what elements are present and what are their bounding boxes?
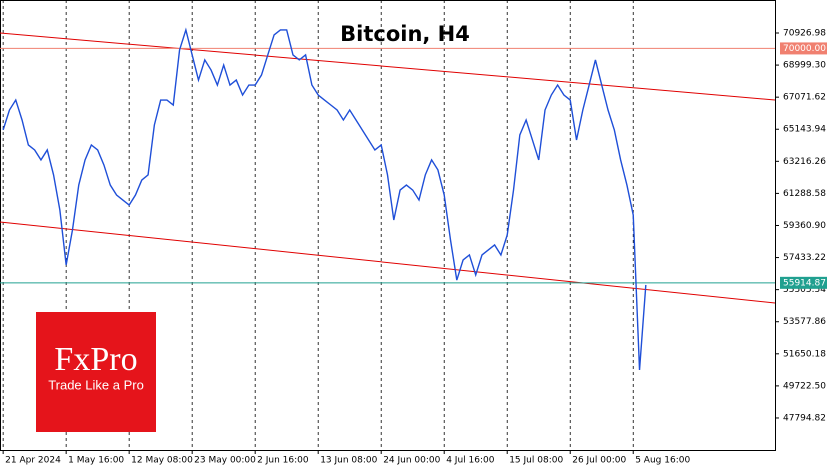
chart-title: Bitcoin, H4: [340, 22, 470, 46]
y-tick-label: 53577.86: [783, 317, 826, 327]
y-tick-label: 47794.82: [783, 413, 826, 423]
x-tick-label: 4 Jul 16:00: [446, 456, 495, 466]
y-tick-label: 57433.22: [783, 253, 826, 263]
x-tick-label: 12 May 08:00: [131, 456, 193, 466]
x-tick-label: 26 Jul 00:00: [572, 456, 626, 466]
y-tick-label: 49722.50: [783, 381, 826, 391]
x-tick-label: 1 May 16:00: [68, 456, 124, 466]
y-tick-label: 67071.62: [783, 93, 826, 103]
x-tick-label: 21 Apr 2024: [5, 456, 61, 466]
level-label-box: [780, 276, 827, 289]
y-tick-label: 55505.54: [783, 285, 826, 295]
y-tick-label: 63216.26: [783, 157, 826, 167]
x-tick-label: 23 May 00:00: [194, 456, 256, 466]
x-tick-label: 2 Jun 16:00: [257, 456, 309, 466]
x-tick-label: 5 Aug 16:00: [635, 456, 690, 466]
y-tick-label: 59360.90: [783, 221, 826, 231]
y-tick-label: 61288.58: [783, 189, 826, 199]
x-tick-label: 15 Jul 08:00: [509, 456, 563, 466]
y-tick-label: 70926.98: [783, 29, 826, 39]
level-label: 55914.87: [783, 278, 826, 288]
trend-line: [0, 32, 776, 101]
x-tick-label: 24 Jun 00:00: [383, 456, 440, 466]
y-tick-label: 51650.18: [783, 349, 826, 359]
level-label: 70000.00: [783, 44, 826, 54]
y-tick-label: 65143.94: [783, 125, 826, 135]
logo-tagline: Trade Like a Pro: [48, 377, 144, 392]
logo-box: [36, 312, 156, 432]
price-line: [2, 27, 647, 371]
logo-name: FxPro: [54, 341, 137, 378]
y-tick-label: 68999.30: [783, 61, 826, 71]
x-tick-label: 13 Jun 08:00: [320, 456, 377, 466]
level-label-box: [780, 42, 827, 55]
